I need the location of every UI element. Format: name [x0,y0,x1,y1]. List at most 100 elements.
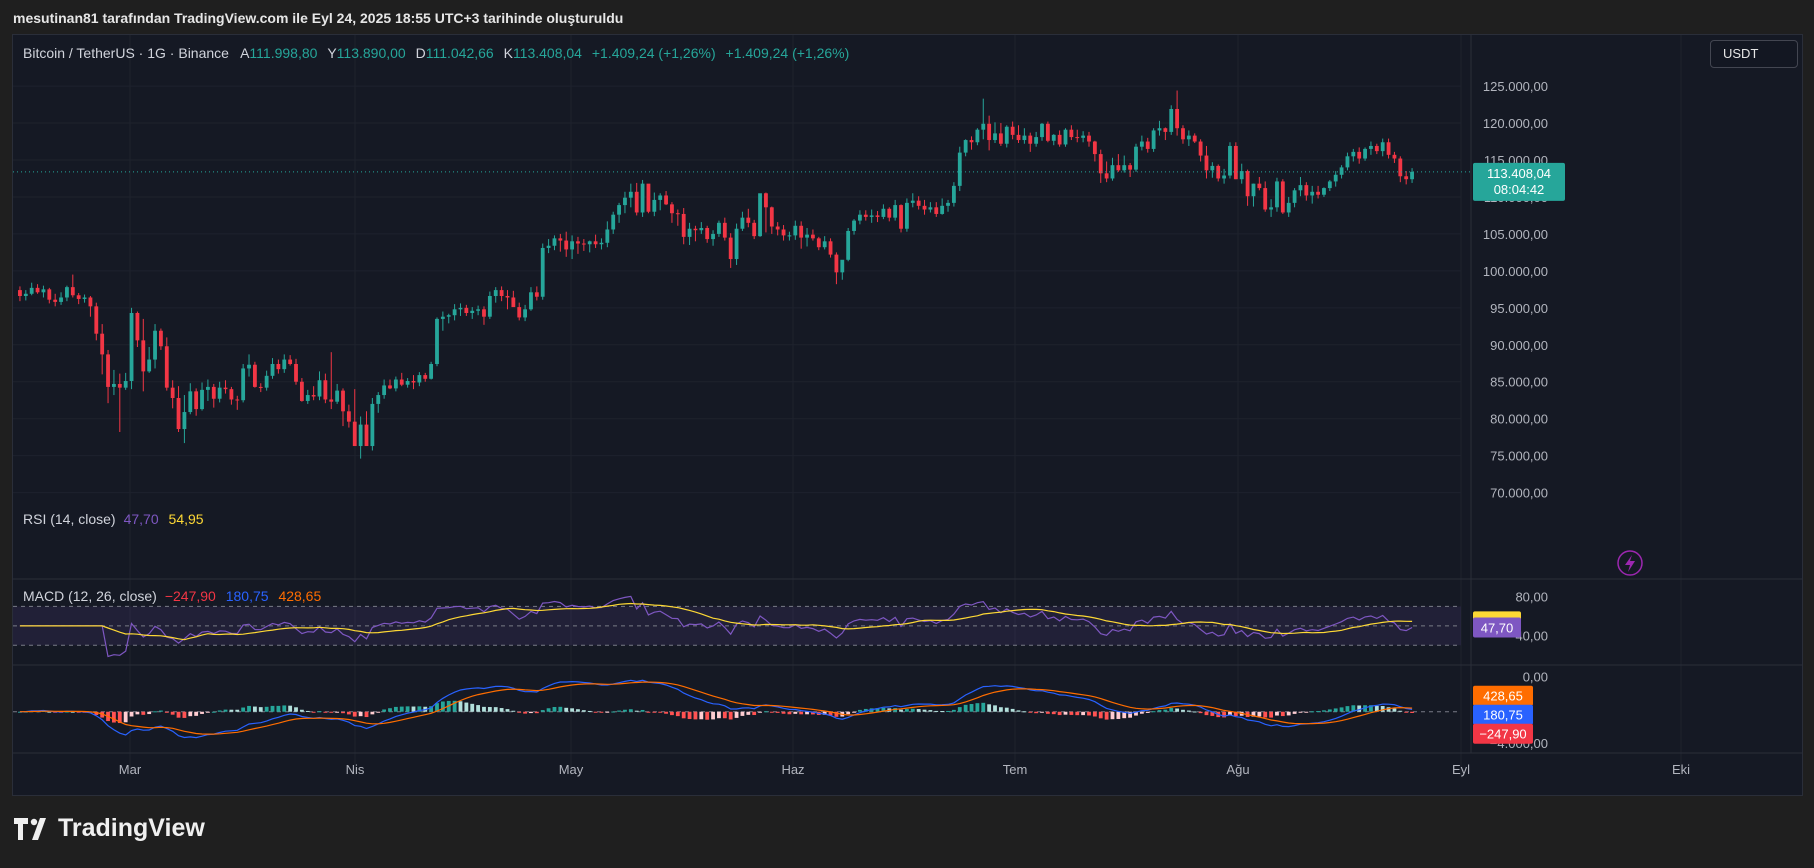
candle-body [1239,171,1244,180]
candle-body [305,395,310,401]
candle-body [147,359,152,372]
macd-hist-bar [364,711,369,718]
candle-body [229,389,234,400]
candle-body [159,330,163,347]
candle-body [329,399,334,402]
macd-line-badge-value: 180,75 [1483,708,1523,723]
candle-body [881,208,886,217]
candle-body [828,241,833,255]
macd-hist-bar [769,711,774,713]
candle-body [693,228,698,231]
candle-body [769,207,774,227]
candle-body [405,381,410,385]
macd-hist-bar [1040,711,1044,713]
macd-hist-bar [640,709,645,712]
macd-hist-bar [65,711,69,713]
macd-hist-bar [405,706,410,712]
ohlc-open-label: A [240,45,250,61]
macd-hist-bar [1286,711,1291,716]
candle-body [247,364,251,369]
candle-body [205,386,210,390]
candle-body [670,204,674,214]
macd-hist-bar [435,703,439,712]
candle-body [1145,141,1150,149]
candle-body [998,133,1003,144]
candle-body [822,241,827,248]
macd-hist-bar [711,711,715,720]
macd-legend[interactable]: MACD (12, 26, close) −247,90 180,75 428,6… [23,588,321,604]
macd-hist-bar [358,711,363,717]
candle-body [646,183,651,212]
candle-body [993,133,997,141]
candle-body [840,259,845,273]
macd-hist-bar [940,711,945,713]
macd-hist-bar [112,711,116,723]
macd-hist-bar [1263,711,1268,718]
candle-body [1410,171,1414,180]
rsi-ma-line [19,602,1413,641]
candle-body [534,292,539,297]
chart-frame[interactable]: 125.000,00120.000,00115.000,00110.000,00… [12,34,1803,796]
price-axis-label: 70.000,00 [1490,486,1548,501]
macd-hist-bar [1022,711,1027,713]
macd-hist-bar [1304,711,1309,713]
candle-body [969,140,974,143]
candle-body [1333,174,1338,182]
macd-hist-bar [1198,711,1203,714]
chart-canvas[interactable]: 125.000,00120.000,00115.000,00110.000,00… [13,35,1802,795]
macd-hist-bar [722,711,727,719]
macd-hist-bar [998,707,1003,712]
macd-hist-bar [388,708,392,712]
candle-body [458,307,463,310]
macd-hist-bar [288,705,293,712]
macd-hist-bar [617,710,621,712]
candle-body [811,234,815,239]
candle-body [781,229,786,236]
macd-hist-bar [341,711,345,714]
candle-body [1204,155,1209,171]
macd-line-badge [1473,704,1533,725]
candle-body [793,225,798,236]
macd-hist-bar [858,709,862,712]
macd-hist-bar [646,711,651,713]
candle-body [834,254,839,273]
macd-title: MACD (12, 26, close) [23,588,157,604]
price-axis-label: 80.000,00 [1490,412,1548,427]
macd-hist-bar [523,711,528,714]
currency-button[interactable]: USDT [1710,40,1798,68]
macd-hist-bar [740,711,745,716]
candle-body [1251,183,1256,197]
macd-hist-bar [781,711,786,714]
rsi-legend[interactable]: RSI (14, close) 47,70 54,95 [23,511,204,527]
candle-body [1233,145,1238,180]
macd-hist-bar [611,711,616,713]
candle-body [235,399,240,401]
macd-hist-bar [628,709,633,712]
macd-hist-bar [1357,705,1362,712]
lightning-icon [1617,550,1643,576]
macd-hist-bar [1233,711,1238,717]
macd-hist-bar [482,706,486,712]
candle-body [863,214,868,217]
candle-body [112,383,116,387]
symbol-title[interactable]: Bitcoin / TetherUS · 1G · Binance [23,45,229,61]
candle-body [1257,183,1262,189]
tradingview-logo[interactable]: TradingView [14,814,205,843]
candle-body [852,220,856,231]
candle-body [628,191,633,198]
candle-body [393,379,398,389]
grid-lines [13,35,1682,775]
macd-hist-bar [276,705,281,712]
ohlc-high-value: 113.890,00 [336,45,406,61]
price-axis-label: 95.000,00 [1490,301,1548,316]
macd-hist-bar [793,711,798,714]
candle-body [59,297,63,302]
ohlc-open-value: 111.998,80 [249,45,318,61]
candle-body [799,225,804,238]
candle-body [18,290,22,296]
macd-hist-bar [1380,705,1385,712]
macd-hist-bar [141,711,146,715]
macd-hist-bar [969,704,974,712]
macd-hist-bar [910,708,915,712]
macd-hist-bar [558,706,563,712]
